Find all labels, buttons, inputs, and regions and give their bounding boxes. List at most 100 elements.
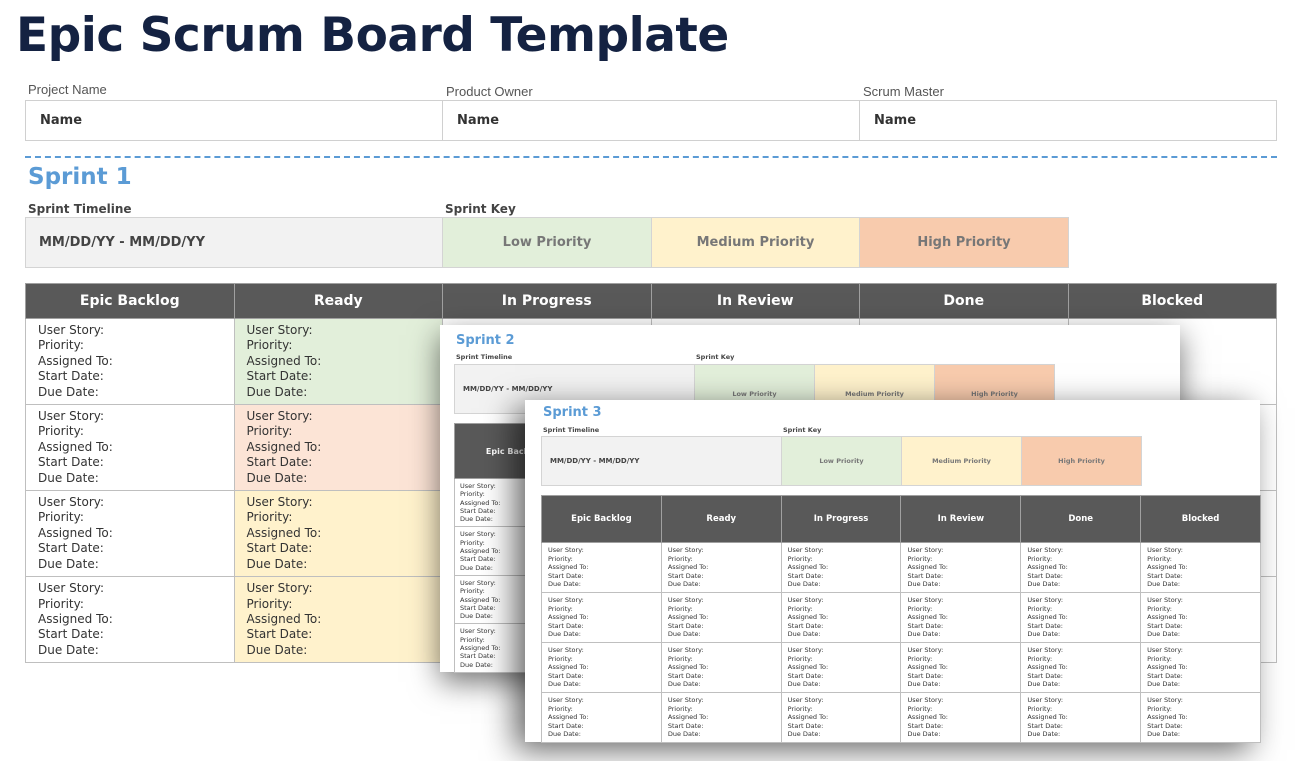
sprint-2-timeline-label: Sprint Timeline: [456, 353, 513, 361]
story-card[interactable]: User Story:Priority:Assigned To:Start Da…: [780, 591, 902, 643]
story-card[interactable]: User Story:Priority:Assigned To:Start Da…: [25, 317, 235, 406]
story-card[interactable]: User Story:Priority:Assigned To:Start Da…: [1140, 641, 1261, 693]
product-owner-field[interactable]: Name: [443, 101, 860, 140]
card-field-label: Due Date:: [1147, 730, 1181, 739]
story-card[interactable]: User Story:Priority:Assigned To:Start Da…: [900, 591, 1022, 643]
card-field-label: Due Date:: [787, 680, 821, 689]
story-card[interactable]: User Story:Priority:Assigned To:Start Da…: [660, 641, 782, 693]
card-field-label: Assigned To:: [246, 439, 322, 454]
column-header-in-progress: In Progress: [442, 283, 652, 319]
card-field-label: User Story:: [38, 495, 105, 510]
project-name-label: Project Name: [28, 82, 107, 97]
sprint-3-timeline-label: Sprint Timeline: [543, 426, 600, 434]
card-field-label: User Story:: [1147, 546, 1183, 554]
story-card[interactable]: User Story:Priority:Assigned To:Start Da…: [780, 641, 902, 693]
story-card[interactable]: User Story:Priority:Assigned To:Start Da…: [25, 404, 235, 492]
story-card[interactable]: User Story:Priority:Assigned To:Start Da…: [780, 542, 902, 593]
story-card[interactable]: User Story:Priority:Assigned To:Start Da…: [541, 542, 662, 593]
story-card[interactable]: User Story:Priority:Assigned To:Start Da…: [660, 542, 782, 593]
card-field-label: Assigned To:: [460, 547, 501, 556]
story-card[interactable]: User Story:Priority:Assigned To:Start Da…: [900, 542, 1022, 593]
card-field-label: Due Date:: [246, 556, 308, 571]
story-card[interactable]: User Story:Priority:Assigned To:Start Da…: [233, 576, 443, 664]
card-field-label: Assigned To:: [246, 353, 322, 368]
story-card[interactable]: User Story:Priority:Assigned To:Start Da…: [25, 576, 235, 664]
card-field-label: User Story:: [38, 409, 105, 424]
card-field-label: Assigned To:: [667, 613, 709, 622]
card-field-label: Assigned To:: [667, 563, 709, 572]
card-field-label: User Story:: [246, 323, 313, 337]
card-field-label: Assigned To:: [787, 713, 829, 722]
story-card[interactable]: User Story:Priority:Assigned To:Start Da…: [1020, 542, 1142, 593]
card-field-label: Assigned To:: [548, 713, 589, 722]
story-card[interactable]: User Story:Priority:Assigned To:Start Da…: [541, 691, 662, 743]
card-field-label: User Story:: [1027, 695, 1064, 704]
card-field-label: Priority:: [907, 704, 933, 713]
card-field-label: Due Date:: [38, 470, 99, 485]
card-field-label: Priority:: [460, 490, 485, 499]
card-field-label: Assigned To:: [246, 611, 322, 626]
story-card[interactable]: User Story:Priority:Assigned To:Start Da…: [25, 490, 235, 578]
card-field-label: Due Date:: [1147, 630, 1181, 639]
card-field-label: Start Date:: [787, 671, 824, 680]
column-header-epic-backlog: Epic Backlog: [541, 495, 662, 543]
story-card[interactable]: User Story:Priority:Assigned To:Start Da…: [233, 404, 443, 492]
card-field-label: User Story:: [460, 530, 496, 539]
story-card[interactable]: User Story:Priority:Assigned To:Start Da…: [780, 691, 902, 743]
card-field-label: Due Date:: [460, 612, 493, 621]
column-header-blocked: Blocked: [1067, 283, 1277, 319]
card-field-label: Start Date:: [460, 506, 496, 515]
card-field-label: Due Date:: [38, 384, 99, 399]
card-field-label: Due Date:: [460, 563, 493, 572]
story-card[interactable]: User Story:Priority:Assigned To:Start Da…: [233, 317, 443, 406]
story-card[interactable]: User Story:Priority:Assigned To:Start Da…: [1140, 691, 1261, 743]
story-card[interactable]: User Story:Priority:Assigned To:Start Da…: [1020, 641, 1142, 693]
story-card[interactable]: User Story:Priority:Assigned To:Start Da…: [1140, 542, 1261, 593]
story-card[interactable]: User Story:Priority:Assigned To:Start Da…: [233, 490, 443, 578]
sprint-3-timeline-field[interactable]: MM/DD/YY - MM/DD/YY: [541, 436, 782, 486]
card-field-label: Due Date:: [907, 630, 941, 639]
card-field-label: User Story:: [667, 595, 704, 604]
card-field-label: Assigned To:: [1027, 563, 1068, 572]
card-field-label: Due Date:: [667, 580, 701, 589]
card-field-label: Priority:: [787, 704, 813, 713]
card-field-label: Assigned To:: [907, 563, 948, 572]
card-field-label: Priority:: [246, 596, 293, 611]
story-card[interactable]: User Story:Priority:Assigned To:Start Da…: [900, 641, 1022, 693]
card-field-label: Due Date:: [246, 642, 308, 657]
card-field-label: Priority:: [1027, 554, 1053, 563]
project-name-field[interactable]: Name: [26, 101, 443, 140]
sprint-1-timeline-field[interactable]: MM/DD/YY - MM/DD/YY: [25, 217, 443, 268]
story-card[interactable]: User Story:Priority:Assigned To:Start Da…: [541, 591, 662, 643]
card-field-label: Priority:: [1147, 554, 1172, 563]
card-field-label: Assigned To:: [548, 563, 589, 572]
story-card[interactable]: User Story:Priority:Assigned To:Start Da…: [900, 691, 1022, 743]
card-field-label: Priority:: [460, 635, 485, 644]
card-field-label: User Story:: [787, 645, 824, 654]
column-header-ready: Ready: [660, 495, 782, 543]
card-field-label: Assigned To:: [460, 498, 501, 507]
card-field-label: User Story:: [1147, 695, 1183, 704]
story-card[interactable]: User Story:Priority:Assigned To:Start Da…: [660, 591, 782, 643]
story-card[interactable]: User Story:Priority:Assigned To:Start Da…: [541, 641, 662, 693]
card-field-label: Assigned To:: [907, 663, 948, 672]
card-field-label: Start Date:: [907, 671, 944, 680]
project-info-box: Name Name Name: [25, 100, 1277, 141]
card-field-label: User Story:: [1027, 645, 1064, 654]
card-field-label: User Story:: [246, 495, 313, 510]
card-field-label: Start Date:: [667, 571, 704, 580]
card-field-label: Assigned To:: [460, 644, 501, 653]
scrum-master-field[interactable]: Name: [874, 113, 917, 128]
story-card[interactable]: User Story:Priority:Assigned To:Start Da…: [660, 691, 782, 743]
card-field-label: Due Date:: [667, 630, 701, 639]
card-field-label: User Story:: [787, 595, 824, 604]
story-card[interactable]: User Story:Priority:Assigned To:Start Da…: [1020, 691, 1142, 743]
story-card[interactable]: User Story:Priority:Assigned To:Start Da…: [1140, 591, 1261, 643]
column-header-epic-backlog: Epic Backlog: [25, 283, 235, 319]
card-field-label: Start Date:: [787, 571, 824, 580]
card-field-label: Due Date:: [548, 630, 581, 639]
card-field-label: Assigned To:: [1027, 663, 1068, 672]
story-card[interactable]: User Story:Priority:Assigned To:Start Da…: [1020, 591, 1142, 643]
card-field-label: Start Date:: [548, 721, 584, 730]
card-field-label: Due Date:: [907, 680, 941, 689]
